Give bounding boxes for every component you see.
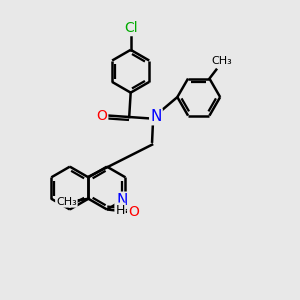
Text: N: N — [150, 109, 162, 124]
Text: CH₃: CH₃ — [56, 197, 77, 207]
Text: Cl: Cl — [124, 21, 137, 35]
Text: H: H — [116, 203, 125, 217]
Text: O: O — [128, 205, 139, 219]
Text: CH₃: CH₃ — [211, 56, 232, 66]
Text: O: O — [96, 109, 107, 122]
Text: N: N — [116, 193, 128, 208]
